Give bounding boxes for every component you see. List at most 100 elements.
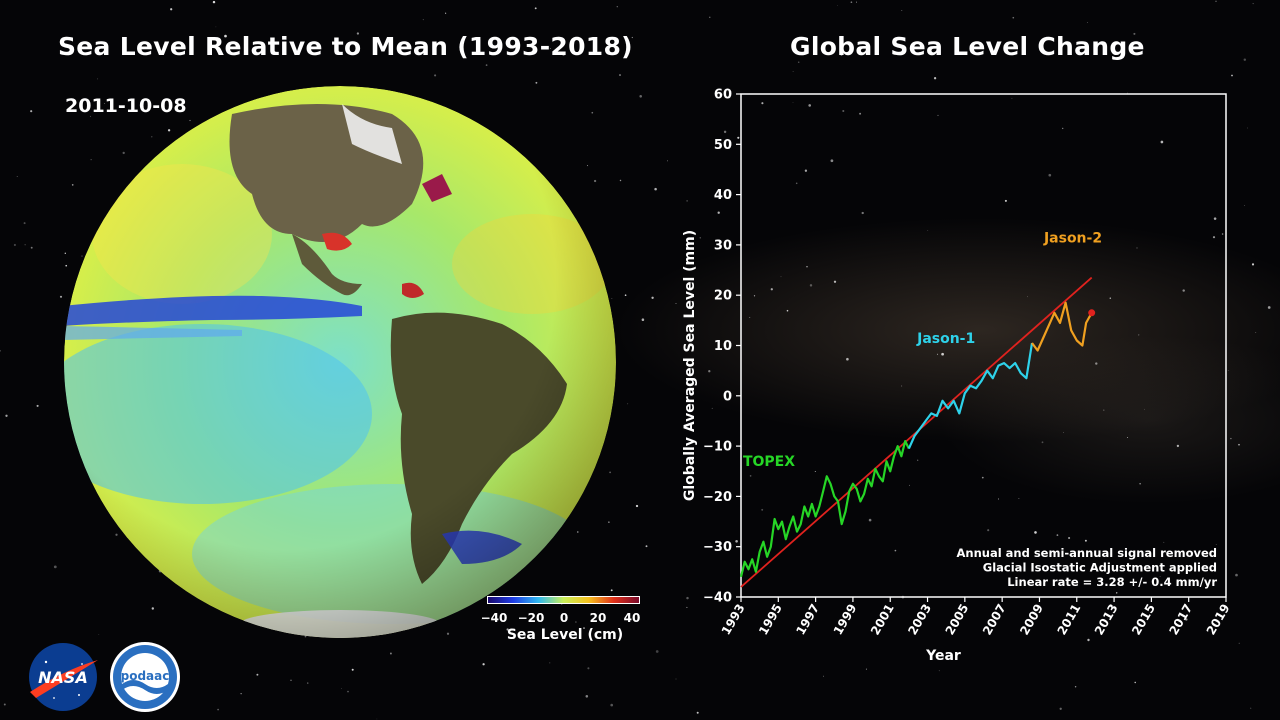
x-tick-label: 1997 <box>793 602 822 638</box>
svg-text:NASA: NASA <box>38 668 88 687</box>
star <box>341 688 342 689</box>
star <box>16 176 18 178</box>
star <box>347 690 349 693</box>
star <box>912 627 914 629</box>
star <box>814 470 816 473</box>
star <box>717 211 720 214</box>
chart-annotation: Annual and semi-annual signal removed <box>956 546 1217 560</box>
star <box>1267 306 1271 309</box>
star <box>1238 642 1240 644</box>
star <box>1212 236 1216 239</box>
x-tick-label: 2009 <box>1017 602 1046 638</box>
star <box>841 628 843 630</box>
star <box>1159 576 1161 577</box>
star <box>189 119 191 122</box>
series-line-jason-2 <box>1031 301 1093 352</box>
star <box>535 81 538 84</box>
star <box>1127 92 1128 94</box>
star <box>761 508 764 511</box>
star <box>987 529 990 532</box>
star <box>1095 362 1098 365</box>
star <box>749 475 752 477</box>
star <box>675 678 677 680</box>
y-tick-label: −40 <box>703 591 732 606</box>
star <box>1087 22 1088 23</box>
y-tick-label: −30 <box>703 540 732 555</box>
star <box>562 52 565 56</box>
star <box>1244 205 1246 207</box>
x-tick-label: 2011 <box>1055 602 1084 638</box>
globe-title: Sea Level Relative to Mean (1993-2018) <box>58 32 633 61</box>
sea-level-globe <box>62 84 618 640</box>
star <box>1041 441 1044 444</box>
y-tick-label: 20 <box>714 289 732 304</box>
star <box>30 110 33 113</box>
star <box>1231 74 1233 77</box>
star <box>844 625 846 627</box>
star <box>894 549 897 552</box>
star <box>30 246 33 249</box>
star <box>71 184 74 186</box>
star <box>506 628 509 631</box>
star <box>1133 32 1136 35</box>
star <box>753 295 756 297</box>
star <box>635 504 639 508</box>
star <box>81 255 83 257</box>
star <box>534 7 537 10</box>
star <box>699 237 701 239</box>
star <box>307 682 309 684</box>
star <box>708 370 711 373</box>
star <box>842 109 845 113</box>
star <box>1238 443 1240 446</box>
star <box>24 244 26 246</box>
star <box>1230 437 1232 440</box>
star <box>655 650 659 653</box>
star <box>641 318 645 321</box>
star <box>1048 173 1052 177</box>
star <box>723 130 727 134</box>
colorbar-tick: −20 <box>517 611 545 625</box>
star <box>1144 408 1145 410</box>
star <box>830 159 834 163</box>
star <box>351 668 354 671</box>
series-line-jason-1 <box>907 342 1034 450</box>
star <box>809 284 813 287</box>
star <box>797 61 800 63</box>
star <box>792 71 794 72</box>
star <box>1227 370 1229 371</box>
star <box>65 264 68 267</box>
star <box>1127 437 1129 438</box>
series-label-jason-1: Jason-1 <box>916 331 975 347</box>
star <box>89 115 91 117</box>
plot-frame <box>740 93 1227 598</box>
star <box>1115 592 1118 594</box>
star <box>840 54 843 56</box>
star <box>446 632 450 635</box>
star <box>1109 297 1112 299</box>
star <box>1160 140 1164 144</box>
star <box>1004 199 1007 202</box>
star <box>761 102 764 105</box>
star <box>1221 233 1224 235</box>
star <box>1139 483 1141 485</box>
star <box>167 129 171 132</box>
globe-image <box>64 86 616 638</box>
sea-level-chart: −40 −30 −20 −10 0 10 20 30 40 50 60 1993 1995 1997 199… <box>682 88 1233 665</box>
star <box>549 662 551 664</box>
star <box>833 280 837 283</box>
x-tick-label: 2019 <box>1204 602 1233 638</box>
star <box>1012 16 1015 19</box>
series-label-jason-2: Jason-2 <box>1043 230 1102 246</box>
star <box>1059 707 1062 710</box>
y-tick-label: 60 <box>714 88 732 103</box>
star <box>786 309 789 312</box>
star <box>104 103 106 105</box>
star <box>36 404 39 407</box>
star <box>575 621 577 623</box>
date-label: 2011-10-08 <box>65 95 187 117</box>
y-tick-label: 0 <box>723 389 732 404</box>
star <box>485 64 488 66</box>
star <box>651 296 654 299</box>
star <box>290 679 292 681</box>
star <box>593 179 597 183</box>
